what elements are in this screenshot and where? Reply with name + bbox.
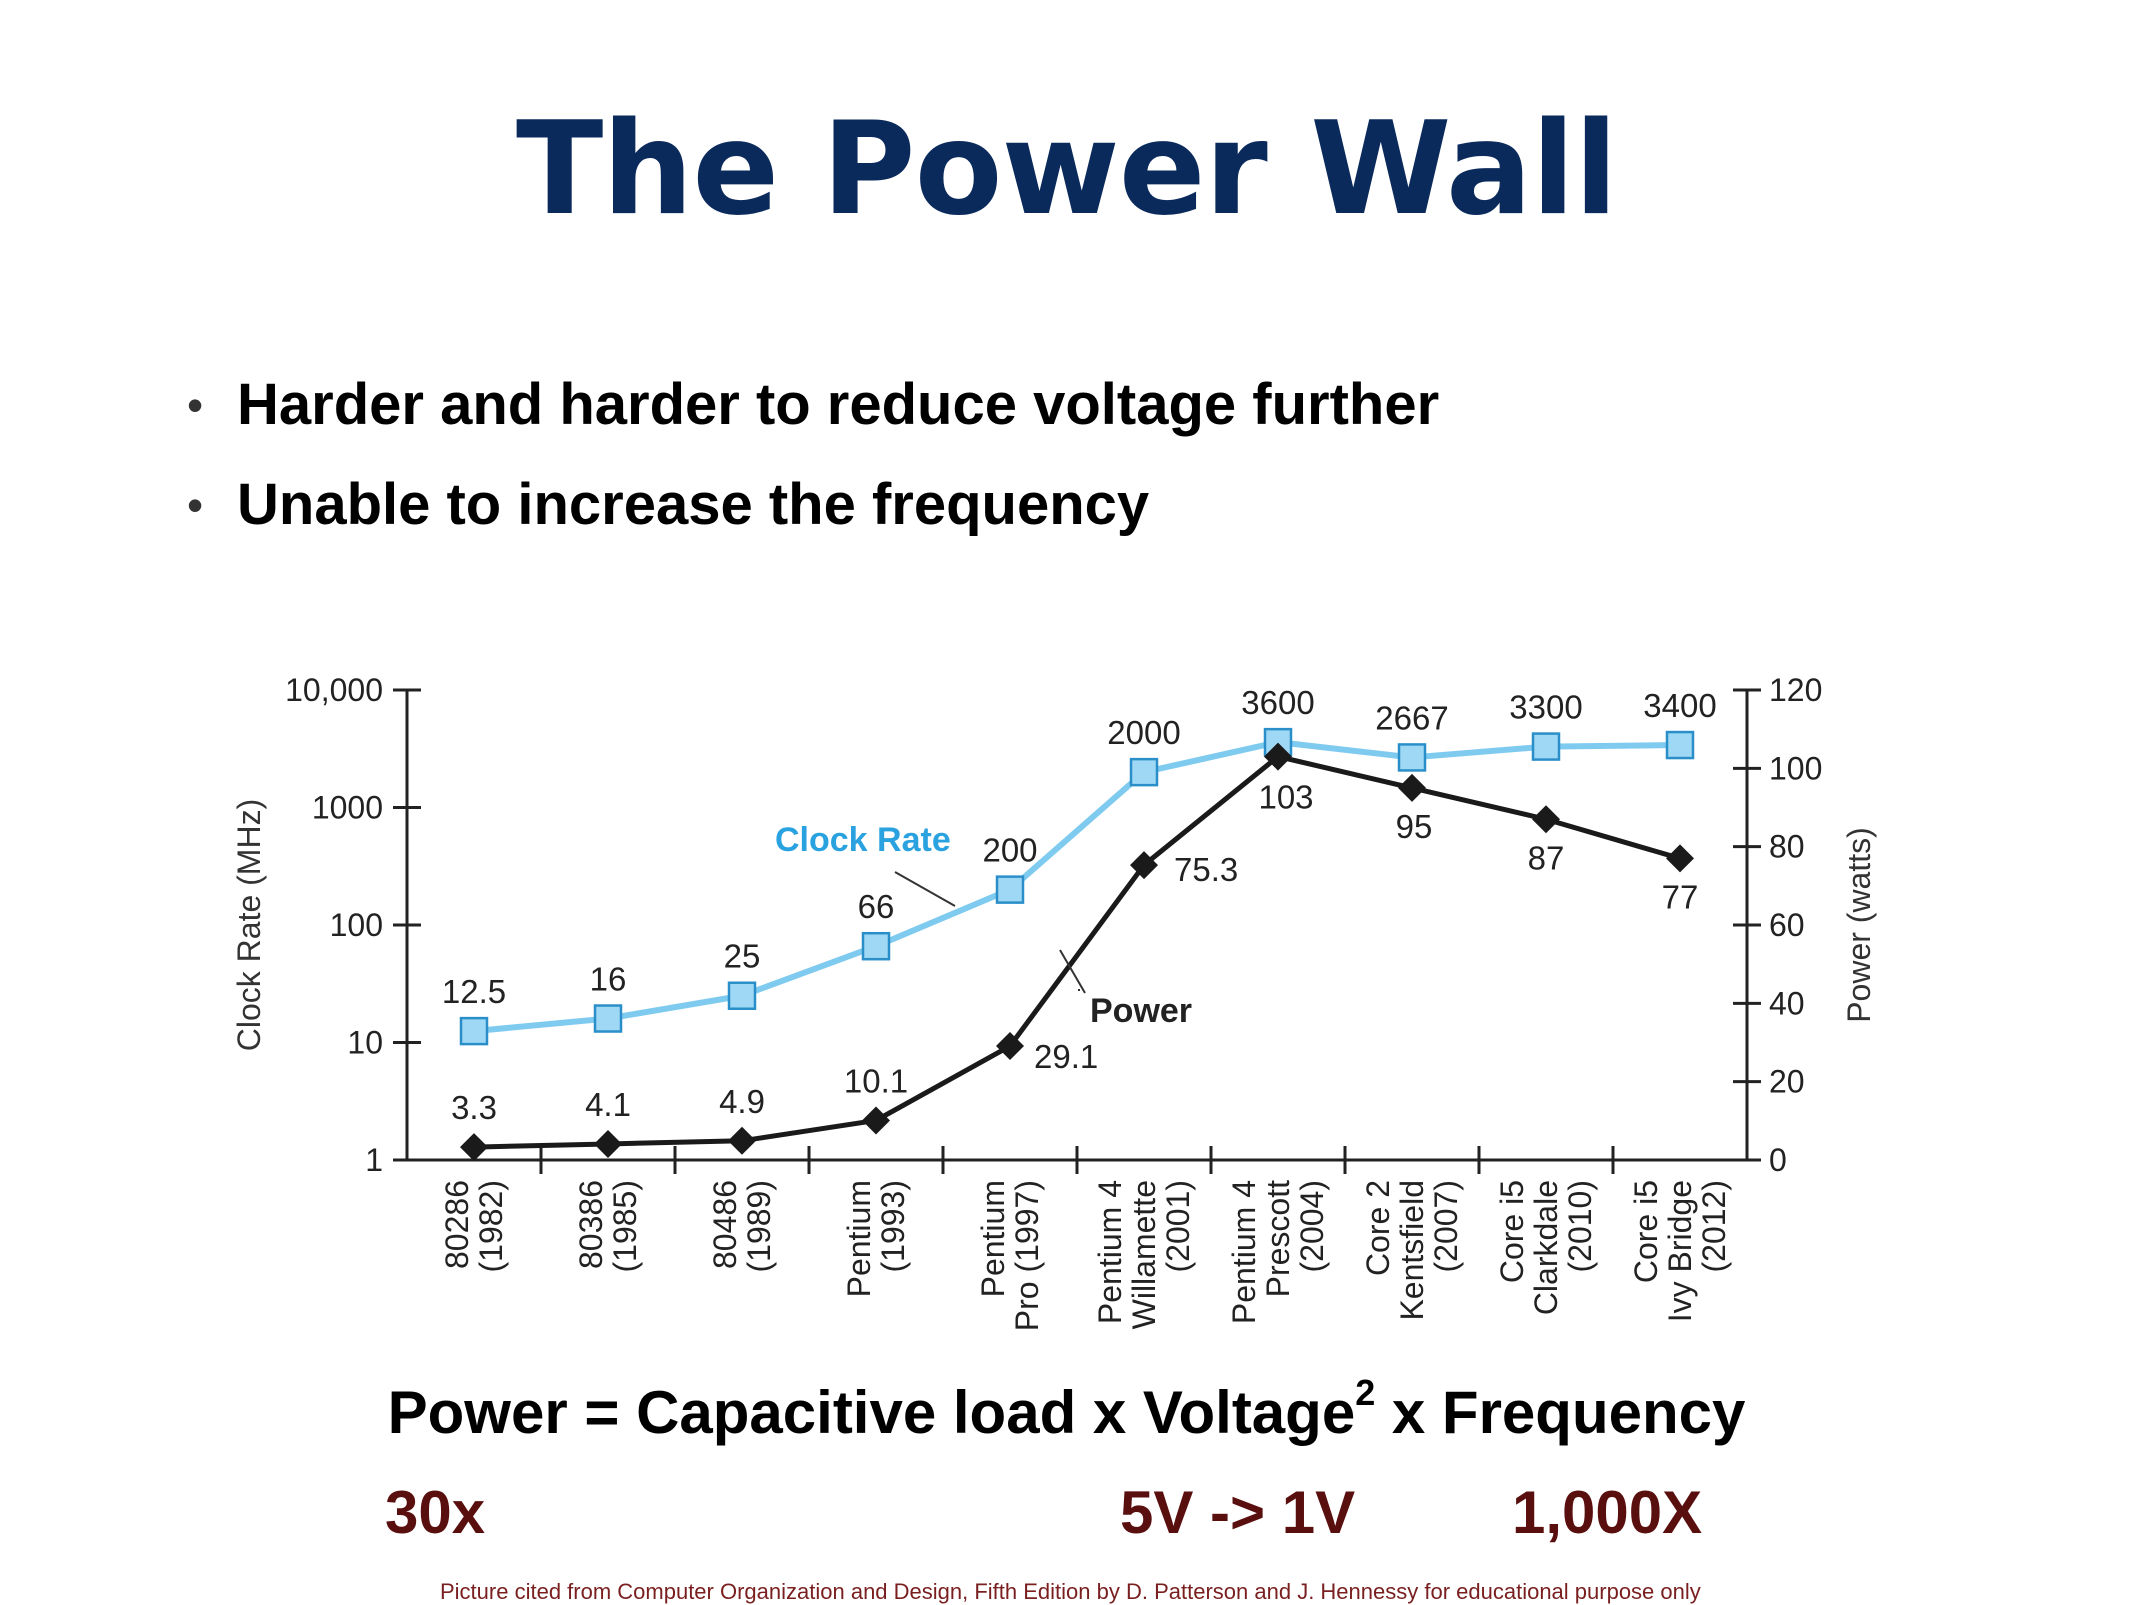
left-axis-tick-label: 10,000	[285, 672, 383, 708]
clock-rate-data-label: 16	[590, 961, 627, 998]
left-axis-tick-label: 10	[347, 1025, 383, 1061]
left-axis-title: Clock Rate (MHz)	[231, 799, 267, 1051]
x-category-label: Pentium	[841, 1180, 877, 1297]
x-category-label: Pentium 4	[1092, 1180, 1128, 1324]
right-axis-title: Power (watts)	[1841, 827, 1877, 1023]
left-axis-tick-label: 1	[365, 1142, 383, 1178]
clock-rate-point	[1129, 757, 1159, 787]
capacitive-load-factor: 30x	[385, 1479, 486, 1546]
x-category-label: 80486	[707, 1180, 743, 1269]
x-category-label: (1993)	[875, 1180, 911, 1273]
clock-rate-series-label: Clock Rate	[775, 821, 951, 859]
power-data-label: 4.1	[585, 1086, 631, 1123]
power-point	[1398, 773, 1426, 802]
x-category-label: Pentium 4	[1226, 1180, 1262, 1324]
power-point	[460, 1133, 488, 1162]
x-category-label: (2001)	[1160, 1180, 1196, 1273]
power-data-label: 77	[1662, 878, 1699, 915]
clock-rate-point	[995, 875, 1025, 904]
bullet-list: Harder and harder to reduce voltage furt…	[185, 355, 1439, 555]
clock-rate-leader-line	[894, 871, 956, 907]
x-category-label: (2004)	[1294, 1180, 1330, 1273]
power-point	[996, 1032, 1024, 1061]
clock-rate-data-label: 25	[724, 938, 761, 975]
clock-rate-point	[727, 981, 757, 1010]
x-category-label: Willamette	[1126, 1180, 1162, 1329]
clock-rate-point	[1397, 743, 1427, 772]
frequency-factor: 1,000X	[1512, 1479, 1703, 1546]
formula-lhs: Power = Capacitive load x Voltage	[387, 1379, 1356, 1446]
slide-title: The Power Wall	[515, 95, 1618, 244]
x-category-label: (1985)	[607, 1180, 643, 1273]
power-data-label: 87	[1528, 839, 1565, 876]
x-category-label: (2010)	[1562, 1180, 1598, 1273]
clock-rate-data-label: 2000	[1107, 714, 1180, 751]
clock-rate-point	[1531, 732, 1561, 761]
right-axis-tick-label: 0	[1769, 1142, 1787, 1178]
power-point	[1532, 805, 1560, 834]
power-formula: Power = Capacitive load x Voltage2 x Fre…	[0, 1372, 2133, 1447]
citation: Picture cited from Computer Organization…	[440, 1579, 1701, 1604]
x-category-label: Prescott	[1260, 1180, 1296, 1297]
x-category-label: 80386	[573, 1180, 609, 1269]
right-axis-tick-label: 20	[1769, 1064, 1805, 1100]
bullet-item: Unable to increase the frequency	[185, 455, 1439, 555]
power-line	[473, 754, 1681, 1150]
x-category-label: (2007)	[1428, 1180, 1464, 1273]
power-point	[1130, 851, 1158, 880]
clock-rate-data-label: 12.5	[442, 973, 506, 1010]
clock-rate-point	[861, 931, 891, 961]
power-data-label: 103	[1258, 779, 1313, 816]
voltage-factor: 5V -> 1V	[1120, 1479, 1356, 1546]
x-category-label: Core i5	[1494, 1180, 1530, 1283]
power-point	[594, 1129, 622, 1158]
power-point	[1264, 742, 1292, 771]
formula-rhs: x Frequency	[1375, 1379, 1746, 1446]
x-category-label: Pro (1997)	[1009, 1180, 1045, 1331]
x-category-label: (1989)	[741, 1180, 777, 1273]
clock-rate-data-label: 200	[982, 832, 1037, 869]
x-category-label: Kentsfield	[1394, 1180, 1430, 1321]
left-axis-tick-label: 1000	[312, 790, 383, 826]
x-category-label: Core i5	[1628, 1180, 1664, 1283]
bullet-item: Harder and harder to reduce voltage furt…	[185, 355, 1439, 455]
x-category-label: Core 2	[1360, 1180, 1396, 1276]
power-data-label: 4.9	[719, 1083, 765, 1120]
x-category-label: Clarkdale	[1528, 1180, 1564, 1315]
clock-rate-point	[593, 1004, 623, 1033]
x-category-label: (1982)	[473, 1180, 509, 1273]
left-axis-tick-label: 100	[330, 907, 383, 943]
power-point	[862, 1106, 890, 1135]
power-data-label: 10.1	[844, 1062, 908, 1099]
power-point	[1666, 844, 1694, 873]
x-category-label: Ivy Bridge	[1662, 1180, 1698, 1322]
right-axis-tick-label: 100	[1769, 750, 1822, 786]
clock-rate-point	[459, 1016, 489, 1046]
clock-rate-line	[473, 739, 1681, 1035]
power-leader-line	[1059, 949, 1086, 994]
clock-rate-point	[1665, 730, 1695, 760]
right-axis-tick-label: 40	[1769, 985, 1805, 1021]
power-point	[728, 1126, 756, 1155]
right-axis-tick-label: 120	[1769, 672, 1822, 708]
clock-rate-data-label: 2667	[1375, 699, 1448, 736]
power-data-label: 29.1	[1034, 1038, 1098, 1075]
power-data-label: 3.3	[451, 1089, 497, 1126]
clock-rate-data-label: 3300	[1509, 689, 1582, 726]
formula-exponent: 2	[1355, 1372, 1376, 1413]
power-data-label: 95	[1396, 808, 1433, 845]
x-category-label: Pentium	[975, 1180, 1011, 1297]
power-data-label: 75.3	[1174, 851, 1238, 888]
right-axis-tick-label: 60	[1769, 907, 1805, 943]
right-axis-tick-label: 80	[1769, 829, 1805, 865]
x-category-label: (2012)	[1696, 1180, 1732, 1273]
clock-rate-data-label: 3400	[1643, 687, 1716, 724]
clock-rate-data-label: 3600	[1241, 684, 1314, 721]
clock-rate-data-label: 66	[858, 888, 895, 925]
x-category-label: 80286	[439, 1180, 475, 1269]
power-series-label: Power	[1090, 992, 1192, 1030]
